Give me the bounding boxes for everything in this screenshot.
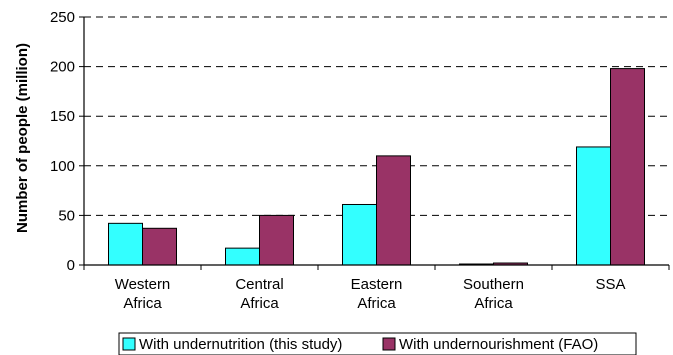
x-tick-label-line: Western: [115, 276, 171, 293]
bar-series1-category5: [576, 146, 611, 266]
y-tick-label: 0: [67, 257, 75, 274]
legend-swatch-series1: [122, 337, 136, 351]
legend-label-series1: With undernutrition (this study): [139, 336, 342, 353]
x-tick-label-line: Eastern: [351, 276, 403, 293]
y-axis-label: Number of people (million): [14, 43, 31, 233]
x-tick-label: Southern Africa: [463, 276, 524, 312]
y-tick-label: 200: [50, 59, 75, 76]
axes: 0 50 100 150 200 250 Western Africa Central Afric…: [50, 9, 670, 312]
x-tick-label: Central Africa: [235, 276, 283, 312]
bar-series1-category1: [108, 222, 143, 266]
y-tick-label: 150: [50, 108, 75, 125]
legend: With undernutrition (this study) With und…: [118, 332, 637, 355]
bars: [108, 68, 645, 266]
y-tick-label: 250: [50, 9, 75, 26]
x-tick-label-line: Africa: [123, 295, 162, 312]
bar-series2-category3: [376, 155, 411, 266]
x-tick-label-line: Africa: [240, 295, 279, 312]
bar-series2-category1: [142, 227, 177, 266]
x-tick-label-line: Africa: [474, 295, 513, 312]
bar-series2-category5: [610, 68, 645, 266]
x-tick-label-line: Africa: [357, 295, 396, 312]
bar-series2-category2: [259, 214, 294, 266]
x-tick-label: SSA: [595, 276, 625, 293]
x-tick-label-line: Southern: [463, 276, 524, 293]
legend-box: [118, 332, 637, 355]
bar-series1-category2: [225, 247, 260, 266]
x-tick-label: Western Africa: [115, 276, 171, 312]
legend-swatch-series2: [382, 337, 396, 351]
y-tick-label: 100: [50, 158, 75, 175]
x-tick-label-line: SSA: [595, 276, 625, 293]
x-tick-label: Eastern Africa: [351, 276, 403, 312]
x-tick-label-line: Central: [235, 276, 283, 293]
legend-label-series2: With undernourishment (FAO): [399, 336, 598, 353]
y-tick-label: 50: [58, 207, 75, 224]
bar-series1-category3: [342, 203, 377, 266]
